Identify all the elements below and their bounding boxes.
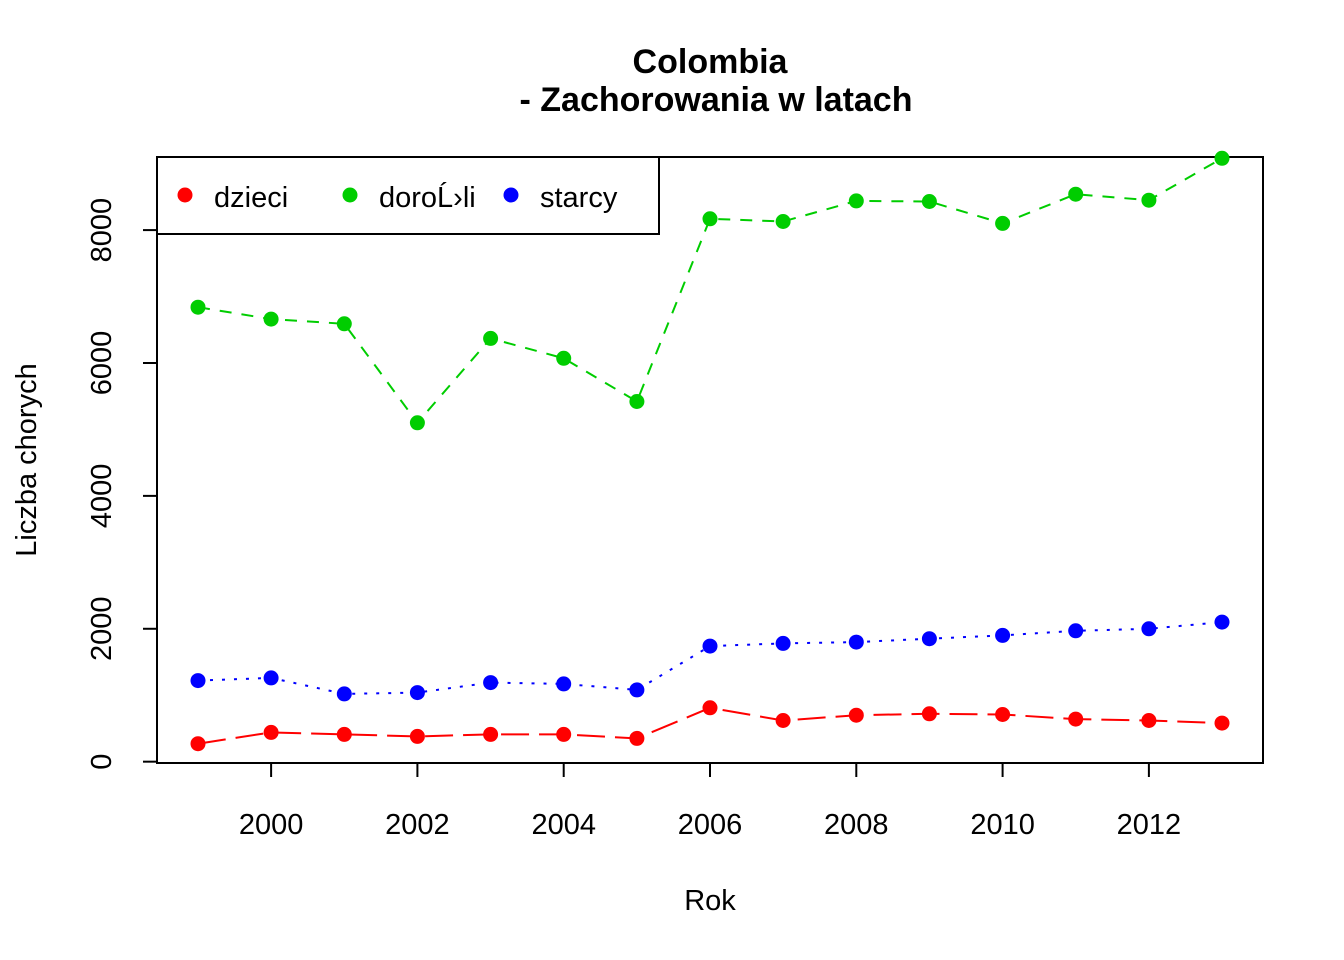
y-tick-label: 6000 (86, 331, 118, 396)
data-point (702, 638, 718, 654)
data-point (336, 726, 352, 742)
data-point (848, 707, 864, 723)
chart-title-line-1: Colombia (633, 43, 789, 81)
data-point (775, 713, 791, 728)
data-point (1068, 186, 1084, 202)
legend-box (156, 156, 660, 235)
data-point (1141, 621, 1157, 637)
data-point (702, 211, 718, 227)
y-tick-label: 4000 (86, 464, 118, 529)
series-layer (190, 150, 1230, 752)
y-tick-label: 8000 (86, 198, 118, 263)
series-line-starcy (197, 621, 1223, 695)
data-point (1141, 192, 1157, 208)
data-point (921, 631, 937, 647)
x-axis: 2000 2002 2004 2006 2008 2010 2012 (239, 762, 1182, 841)
legend-marker (342, 187, 358, 203)
data-point (702, 700, 718, 716)
data-point (263, 311, 279, 327)
data-point (409, 685, 425, 701)
data-point (556, 726, 572, 742)
data-point (1068, 623, 1084, 639)
data-point (629, 730, 645, 746)
y-tick-label: 0 (86, 754, 118, 770)
data-point (1068, 711, 1084, 727)
data-point (483, 675, 499, 691)
data-point (995, 215, 1011, 231)
data-point (1141, 713, 1157, 728)
data-point (1214, 150, 1230, 166)
legend-marker (177, 187, 193, 203)
legend-item-doroĹ›li: doroĹ›li (342, 181, 476, 214)
data-point (336, 686, 352, 702)
data-point (921, 706, 937, 722)
series-starcy (190, 614, 1230, 702)
x-tick-label: 2004 (531, 809, 596, 841)
data-point (190, 673, 206, 689)
data-point (995, 627, 1011, 643)
data-point (921, 194, 937, 209)
data-point (1214, 715, 1230, 731)
chart-title-line-2: - Zachorowania w latach (520, 81, 913, 119)
data-point (190, 299, 206, 315)
data-point (409, 728, 425, 744)
legend-marker (503, 187, 519, 203)
legend-label: starcy (540, 182, 618, 214)
data-point (556, 350, 572, 366)
y-tick-label: 2000 (86, 597, 118, 662)
series-doroĹ›li (190, 150, 1230, 431)
x-tick-label: 2008 (824, 809, 889, 841)
x-tick-label: 2006 (678, 809, 743, 841)
data-point (556, 676, 572, 692)
plot-frame (156, 156, 1264, 764)
data-point (775, 214, 791, 229)
y-axis-label: Liczba chorych (11, 363, 43, 556)
data-point (995, 707, 1011, 722)
data-point (1214, 614, 1230, 630)
series-dzieci (190, 700, 1230, 752)
legend-item-dzieci: dzieci (177, 182, 288, 214)
data-point (848, 193, 864, 209)
data-point (409, 415, 425, 431)
legend: dzieci doroĹ›li starcy (156, 156, 660, 235)
data-point (190, 736, 206, 752)
x-tick-label: 2012 (1117, 809, 1182, 841)
y-axis: 0 2000 4000 6000 8000 (86, 198, 158, 770)
x-tick-label: 2000 (239, 809, 304, 841)
x-tick-label: 2010 (970, 809, 1035, 841)
data-point (336, 316, 352, 332)
data-point (629, 682, 645, 698)
data-point (483, 726, 499, 742)
data-point (483, 330, 499, 346)
legend-item-starcy: starcy (503, 182, 618, 214)
data-point (775, 635, 791, 651)
data-point (848, 634, 864, 650)
legend-label: dzieci (214, 182, 288, 214)
data-point (263, 670, 279, 686)
x-axis-label: Rok (684, 885, 736, 917)
legend-label: doroĹ›li (379, 181, 476, 214)
data-point (263, 724, 279, 740)
data-point (629, 394, 645, 409)
x-tick-label: 2002 (385, 809, 450, 841)
